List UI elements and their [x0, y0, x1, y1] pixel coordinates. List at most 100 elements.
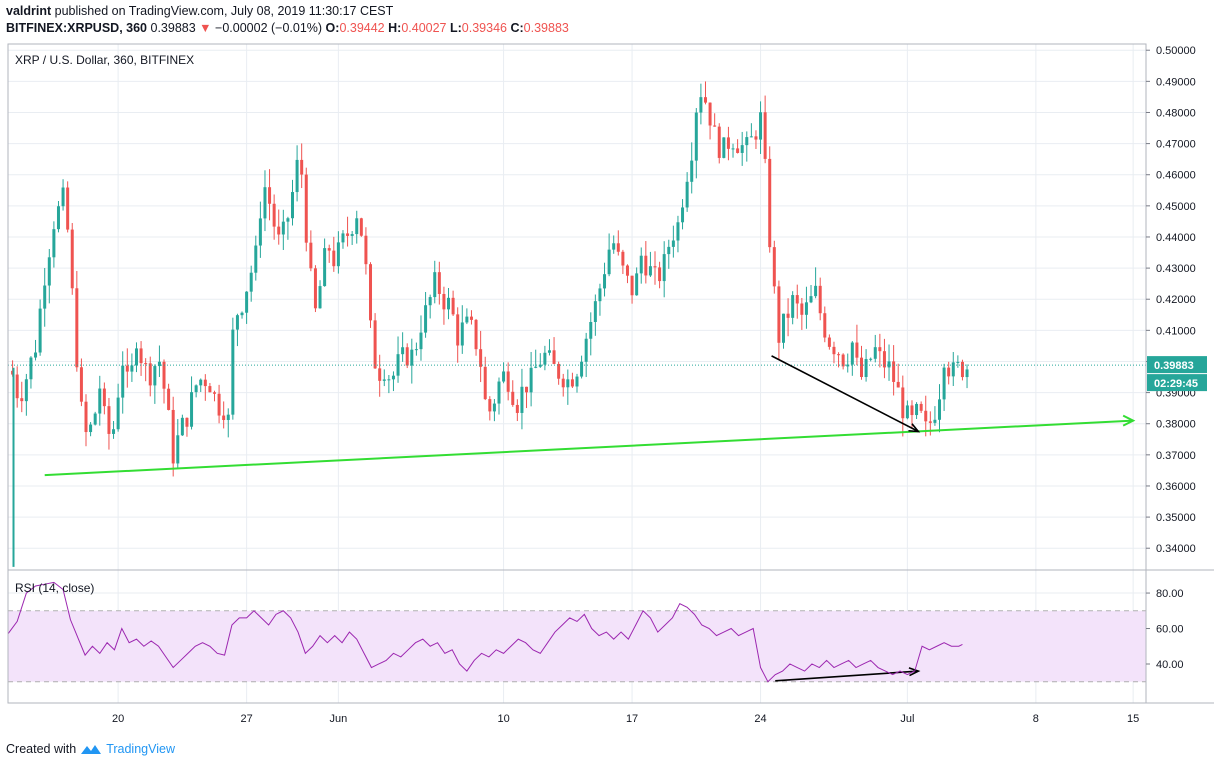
created-with-text: Created with	[6, 742, 77, 756]
candle-body	[442, 293, 446, 310]
price-change: −0.00002 (−0.01%)	[215, 21, 323, 35]
candle-body	[497, 381, 501, 404]
candle-body	[254, 245, 258, 273]
candle-body	[98, 388, 102, 414]
candle-body	[804, 302, 808, 315]
candle-body	[818, 285, 822, 314]
rsi-line	[7, 581, 963, 683]
candle-body	[318, 286, 322, 309]
candle-body	[905, 405, 909, 419]
symbol-label: BITFINEX:XRPUSD, 360	[6, 21, 148, 35]
price-tick-label: 0.45000	[1156, 201, 1196, 213]
last-price-badge	[1147, 356, 1207, 374]
candle-body	[538, 364, 542, 367]
price-tick-label: 0.35000	[1156, 512, 1196, 524]
candle-body	[570, 379, 574, 387]
candle-body	[263, 187, 267, 219]
candle-body	[281, 221, 285, 235]
candle-body	[607, 249, 611, 275]
candle-body	[703, 97, 707, 103]
rsi-divergence-arrow	[775, 670, 919, 682]
candle-body	[878, 347, 882, 352]
candle-body	[515, 404, 519, 413]
candle-body	[502, 371, 506, 382]
low-value: 0.39346	[461, 21, 507, 35]
ohlc-line: BITFINEX:XRPUSD, 360 0.39883 ▼ −0.00002 …	[6, 21, 569, 35]
candle-body	[153, 366, 157, 386]
candle-body	[382, 379, 386, 381]
candle-body	[809, 296, 813, 303]
candle-body	[566, 379, 570, 388]
candle-body	[217, 393, 221, 416]
open-value: 0.39442	[339, 21, 385, 35]
candle-body	[249, 272, 253, 292]
axes	[7, 43, 1214, 704]
candle-body	[24, 379, 28, 402]
candle-body	[144, 363, 148, 365]
candle-body	[56, 206, 60, 230]
candle-body	[795, 295, 799, 304]
time-tick-label: Jul	[900, 713, 914, 725]
footer: Created with TradingView	[6, 742, 175, 756]
low-label: L:	[449, 21, 462, 35]
rsi-axis-labels[interactable]: 80.00 60.00 40.00	[1146, 588, 1184, 671]
candle-body	[575, 376, 579, 387]
candle-body	[391, 375, 395, 380]
candle-body	[447, 297, 451, 310]
candle-body	[557, 363, 561, 379]
price-axis-labels[interactable]: 0.50000 0.49000 0.48000 0.47000 0.46000 0.450…	[1146, 45, 1196, 555]
price-tick-label: 0.34000	[1156, 543, 1196, 555]
candle-body	[901, 387, 905, 419]
candle-body	[428, 297, 432, 306]
price-tick-label: 0.41000	[1156, 325, 1196, 337]
candle-body	[759, 112, 763, 140]
candle-body	[603, 274, 607, 289]
candle-body	[20, 398, 24, 402]
candle-body	[823, 313, 827, 338]
candle-body	[736, 148, 740, 153]
candle-body	[717, 126, 721, 158]
candle-body	[873, 347, 877, 359]
candle-body	[185, 417, 189, 427]
candle-body	[203, 379, 207, 387]
candle-body	[584, 338, 588, 362]
candle-body	[89, 424, 93, 433]
candle-body	[43, 285, 47, 309]
time-tick-label: 24	[754, 713, 766, 725]
candle-body	[726, 137, 730, 149]
candle-body	[731, 148, 735, 150]
candle-body	[235, 315, 239, 330]
candle-body	[791, 295, 795, 318]
author-name[interactable]: valdrint	[6, 4, 52, 18]
candle-body	[589, 321, 593, 339]
candle-body	[860, 357, 863, 377]
candle-body	[951, 362, 955, 377]
candle-body	[199, 379, 203, 386]
candle-body	[837, 354, 841, 356]
candle-body	[479, 349, 483, 367]
candle-body	[910, 405, 914, 416]
candle-body	[332, 250, 336, 267]
rsi-divergence-arrow-head	[908, 667, 921, 677]
candle-body	[465, 316, 469, 323]
candle-body	[938, 399, 942, 420]
candle-body	[291, 192, 294, 219]
candle-body	[66, 187, 70, 230]
candle-body	[882, 351, 886, 368]
candles	[11, 81, 969, 567]
rsi-tick-label: 40.00	[1156, 659, 1184, 671]
candle-body	[529, 367, 533, 393]
candle-body	[928, 421, 932, 423]
candle-body	[456, 314, 460, 346]
countdown-badge	[1147, 374, 1207, 392]
time-axis-labels[interactable]: 20 27 Jun 10 17 24 Jul 8 15	[112, 713, 1139, 725]
candle-body	[483, 366, 487, 400]
candle-body	[469, 316, 473, 320]
tradingview-logo-icon	[81, 745, 102, 754]
grid-lines	[8, 44, 1146, 703]
tradingview-brand[interactable]: TradingView	[106, 742, 175, 756]
candle-body	[869, 358, 873, 360]
price-tick-label: 0.37000	[1156, 450, 1196, 462]
candle-body	[451, 297, 455, 315]
